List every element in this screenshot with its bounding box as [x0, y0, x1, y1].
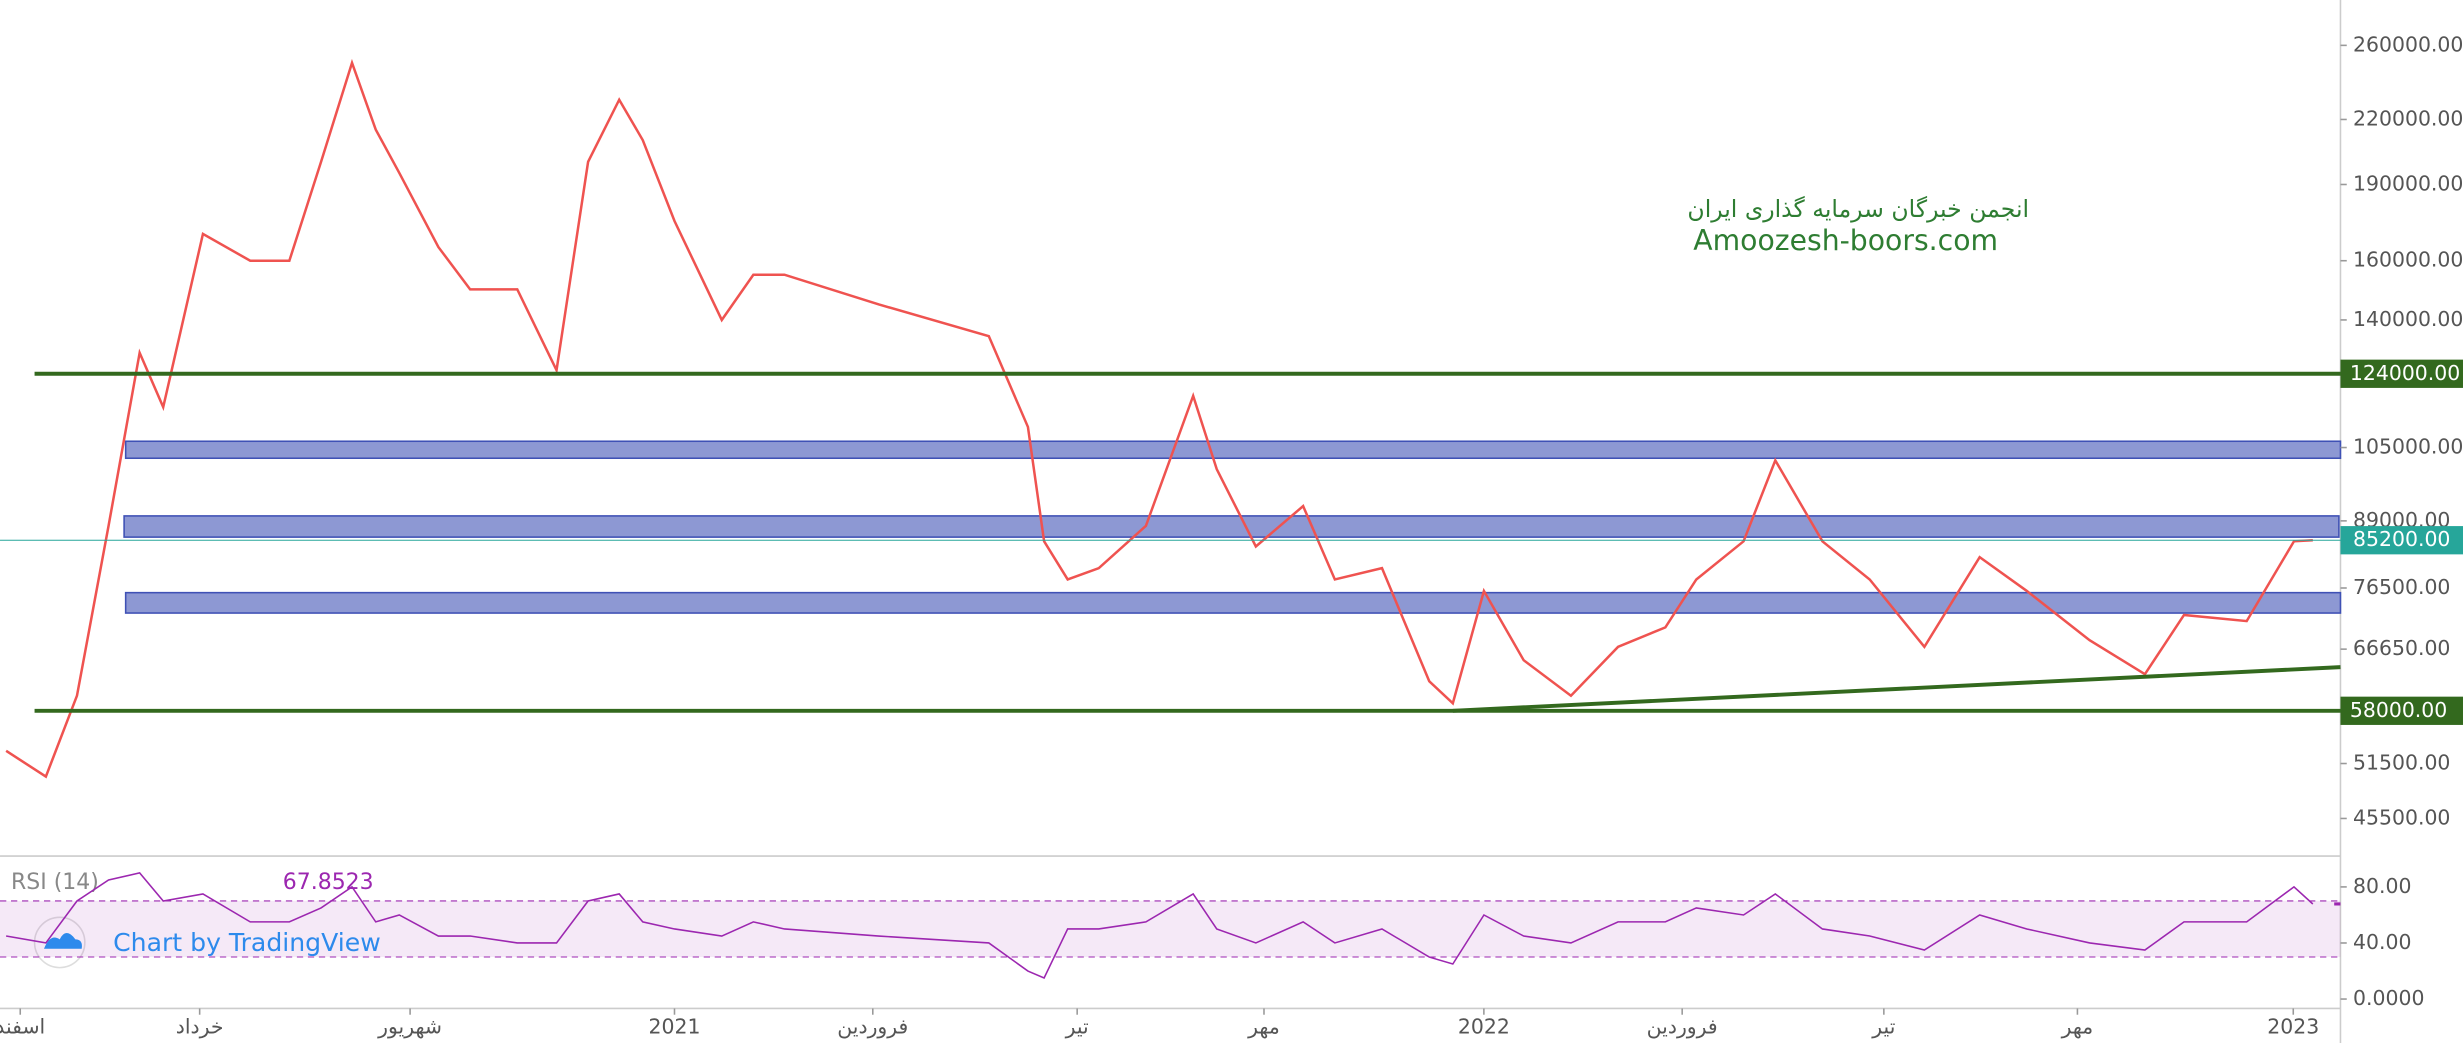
x-tick-label: فروردین	[837, 1014, 908, 1038]
credit[interactable]: Chart by TradingView	[113, 928, 381, 957]
x-tick-label: شهریور	[377, 1014, 442, 1038]
y-tick-label: 160000.00	[2353, 248, 2463, 272]
level-label-bg	[2340, 359, 2463, 388]
tradingview-logo-cloud	[43, 933, 82, 949]
watermark-url: Amoozesh-boors.com	[1693, 224, 1998, 257]
rsi-y-tick-label: 40.00	[2353, 930, 2411, 954]
x-tick-label: 2021	[649, 1014, 701, 1038]
x-tick-label: خرداد	[176, 1014, 224, 1038]
x-tick-label: 2022	[1458, 1014, 1510, 1038]
y-tick-label: 51500.00	[2353, 751, 2450, 775]
last-price-bg	[2340, 526, 2463, 555]
x-tick-label: اسفند	[0, 1014, 45, 1038]
y-tick-label: 220000.00	[2353, 106, 2463, 130]
y-tick-label: 190000.00	[2353, 171, 2463, 195]
price-line	[5, 58, 2313, 779]
y-tick-label: 89000.00	[2353, 508, 2450, 532]
rsi-value: 67.8523	[283, 870, 374, 895]
rsi-y-tick-label: 0.0000	[2353, 986, 2424, 1010]
last-price-label: 85200.00	[2353, 527, 2450, 551]
rsi-band	[0, 900, 2341, 957]
y-tick-label: 76500.00	[2353, 575, 2450, 599]
y-tick-label: 66650.00	[2353, 636, 2450, 660]
rsi-y-tick-label: 80.00	[2353, 874, 2411, 898]
y-tick-label: 105000.00	[2353, 435, 2463, 459]
x-tick-label: مهر	[1247, 1014, 1280, 1038]
watermark-fa: انجمن خبرگان سرمایه گذاری ایران	[1687, 195, 2029, 223]
y-tick-label: 45500.00	[2353, 805, 2450, 829]
zone	[124, 591, 2342, 614]
level-label: 124000.00	[2350, 361, 2460, 385]
rsi-line	[5, 872, 2314, 979]
zone	[124, 440, 2342, 460]
zone	[123, 515, 2340, 538]
level-label: 58000.00	[2350, 698, 2447, 722]
level-label-bg	[2340, 696, 2463, 725]
x-tick-label: تیر	[1065, 1014, 1089, 1038]
trendline	[1452, 665, 2341, 713]
x-tick-label: تیر	[1871, 1014, 1895, 1038]
x-tick-label: فروردین	[1647, 1014, 1718, 1038]
rsi-title: RSI (14)	[11, 870, 99, 895]
y-tick-label: 260000.00	[2353, 32, 2463, 56]
y-tick-label: 140000.00	[2353, 307, 2463, 331]
x-tick-label: مهر	[2061, 1014, 2094, 1038]
x-tick-label: 2023	[2267, 1014, 2319, 1038]
